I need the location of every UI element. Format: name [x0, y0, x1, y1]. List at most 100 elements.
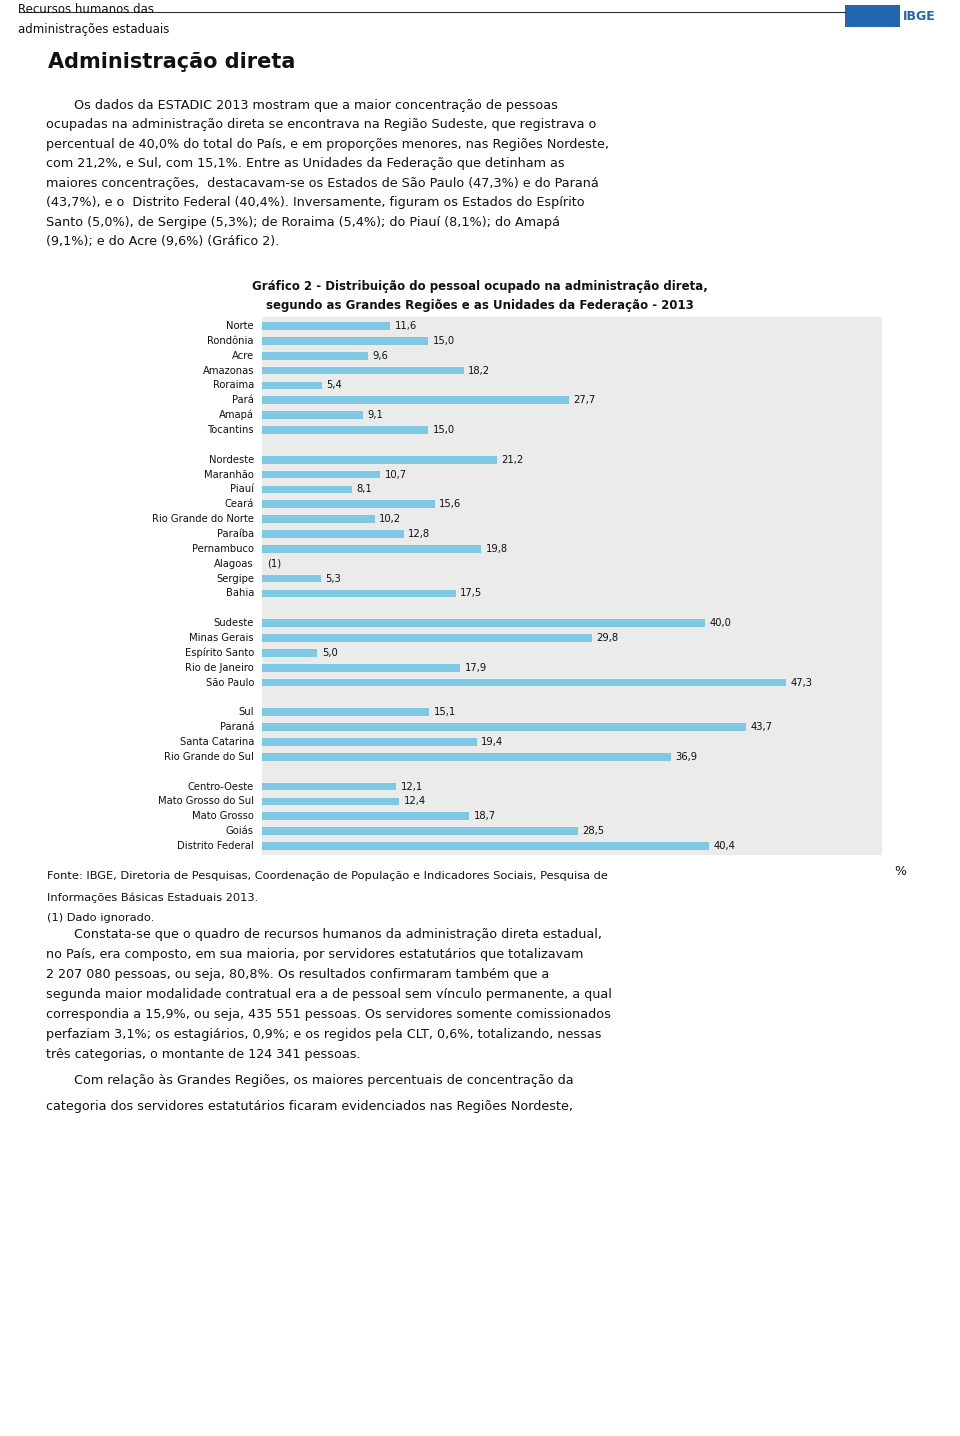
Text: 18,7: 18,7 [473, 811, 495, 821]
Text: 28,5: 28,5 [582, 826, 604, 836]
Text: Bahia: Bahia [226, 589, 254, 599]
Text: percentual de 40,0% do total do País, e em proporções menores, nas Regiões Norde: percentual de 40,0% do total do País, e … [46, 138, 609, 151]
Text: 40,0: 40,0 [709, 617, 732, 628]
Bar [262, 337, 428, 345]
Bar [262, 366, 464, 375]
Bar [262, 843, 709, 850]
Text: 9,1: 9,1 [367, 411, 383, 421]
Bar [262, 635, 592, 642]
Text: 10,7: 10,7 [385, 470, 407, 480]
Bar [262, 708, 429, 717]
Text: Fonte: IBGE, Diretoria de Pesquisas, Coordenação de População e Indicadores Soci: Fonte: IBGE, Diretoria de Pesquisas, Coo… [47, 870, 608, 880]
Text: correspondia a 15,9%, ou seja, 435 551 pessoas. Os servidores somente comissiona: correspondia a 15,9%, ou seja, 435 551 p… [46, 1008, 611, 1021]
Bar [262, 455, 496, 464]
Text: Centro-Oeste: Centro-Oeste [188, 781, 254, 791]
Text: Administração direta: Administração direta [48, 52, 296, 72]
Text: com 21,2%, e Sul, com 15,1%. Entre as Unidades da Federação que detinham as: com 21,2%, e Sul, com 15,1%. Entre as Un… [46, 158, 564, 171]
Text: 15,1: 15,1 [434, 708, 456, 718]
Bar [262, 411, 363, 419]
Text: (1): (1) [268, 559, 281, 569]
Bar [262, 396, 568, 404]
Text: Minas Gerais: Minas Gerais [189, 633, 254, 643]
Text: 5,4: 5,4 [326, 381, 342, 391]
Bar [262, 485, 351, 493]
Text: 8,1: 8,1 [356, 484, 372, 494]
Text: categoria dos servidores estatutários ficaram evidenciados nas Regiões Nordeste,: categoria dos servidores estatutários fi… [46, 1100, 573, 1113]
Bar [262, 382, 322, 389]
Text: Rio de Janeiro: Rio de Janeiro [185, 663, 254, 672]
Text: Pernambuco: Pernambuco [192, 544, 254, 554]
Bar [262, 813, 469, 820]
Text: 18,2: 18,2 [468, 366, 490, 375]
Text: Paraíba: Paraíba [217, 528, 254, 538]
Text: 2 207 080 pessoas, ou seja, 80,8%. Os resultados confirmaram também que a: 2 207 080 pessoas, ou seja, 80,8%. Os re… [46, 968, 549, 981]
Text: (43,7%), e o  Distrito Federal (40,4%). Inversamente, figuram os Estados do Espí: (43,7%), e o Distrito Federal (40,4%). I… [46, 197, 585, 210]
Text: ocupadas na administração direta se encontrava na Região Sudeste, que registrava: ocupadas na administração direta se enco… [46, 119, 596, 132]
Bar [262, 679, 785, 686]
Text: Amapá: Amapá [219, 409, 254, 421]
Bar [262, 500, 435, 508]
Text: 15,0: 15,0 [433, 336, 455, 346]
Text: perfaziam 3,1%; os estagiários, 0,9%; e os regidos pela CLT, 0,6%, totalizando, : perfaziam 3,1%; os estagiários, 0,9%; e … [46, 1028, 602, 1041]
Text: Sul: Sul [238, 708, 254, 718]
Text: 5,3: 5,3 [325, 573, 341, 583]
Bar [262, 426, 428, 434]
Bar [262, 619, 705, 628]
Bar [262, 649, 318, 656]
Text: 15,0: 15,0 [433, 425, 455, 435]
Text: Ceará: Ceará [225, 500, 254, 510]
Text: 43,7: 43,7 [751, 722, 772, 732]
Text: 12,1: 12,1 [400, 781, 422, 791]
Text: Goiás: Goiás [226, 826, 254, 836]
Bar [262, 546, 481, 553]
Text: Acre: Acre [231, 350, 254, 360]
Text: Rio Grande do Norte: Rio Grande do Norte [152, 514, 254, 524]
Text: 17,5: 17,5 [460, 589, 483, 599]
Text: 12,4: 12,4 [404, 797, 426, 807]
Text: 29,8: 29,8 [596, 633, 618, 643]
Text: Distrito Federal: Distrito Federal [178, 841, 254, 852]
Text: Mato Grosso do Sul: Mato Grosso do Sul [158, 797, 254, 807]
FancyBboxPatch shape [845, 6, 900, 27]
Text: Com relação às Grandes Regiões, os maiores percentuais de concentração da: Com relação às Grandes Regiões, os maior… [46, 1074, 574, 1087]
Text: Recursos humanos das: Recursos humanos das [18, 3, 154, 16]
Bar [262, 590, 456, 597]
Text: 17,9: 17,9 [465, 663, 487, 672]
Text: Pará: Pará [232, 395, 254, 405]
Text: Informações Básicas Estaduais 2013.: Informações Básicas Estaduais 2013. [47, 893, 258, 903]
Text: Santa Catarina: Santa Catarina [180, 737, 254, 747]
Bar [262, 797, 399, 806]
Bar [262, 471, 380, 478]
Bar [262, 827, 578, 836]
Text: 19,8: 19,8 [486, 544, 508, 554]
Text: Alagoas: Alagoas [214, 559, 254, 569]
Text: Os dados da ESTADIC 2013 mostram que a maior concentração de pessoas: Os dados da ESTADIC 2013 mostram que a m… [46, 99, 558, 112]
Text: Paraná: Paraná [220, 722, 254, 732]
Text: 19,4: 19,4 [481, 737, 503, 747]
Text: Piauí: Piauí [230, 484, 254, 494]
Text: administrações estaduais: administrações estaduais [18, 23, 169, 36]
Text: Rio Grande do Sul: Rio Grande do Sul [164, 752, 254, 763]
Bar [262, 516, 375, 523]
Bar [262, 724, 746, 731]
Text: Mato Grosso: Mato Grosso [192, 811, 254, 821]
Text: Tocantins: Tocantins [207, 425, 254, 435]
Text: Nordeste: Nordeste [208, 455, 254, 465]
Bar [262, 752, 670, 761]
Text: Constata-se que o quadro de recursos humanos da administração direta estadual,: Constata-se que o quadro de recursos hum… [46, 928, 602, 941]
Text: São Paulo: São Paulo [205, 678, 254, 688]
Text: Roraima: Roraima [213, 381, 254, 391]
Text: %: % [895, 864, 906, 877]
Text: Sudeste: Sudeste [214, 617, 254, 628]
Bar [262, 530, 404, 538]
Text: 27,7: 27,7 [573, 395, 595, 405]
Text: 21,2: 21,2 [501, 455, 523, 465]
Text: 15,6: 15,6 [439, 500, 462, 510]
Text: Amazonas: Amazonas [203, 366, 254, 375]
Text: 11,6: 11,6 [395, 320, 417, 330]
Text: maiores concentrações,  destacavam-se os Estados de São Paulo (47,3%) e do Paran: maiores concentrações, destacavam-se os … [46, 177, 599, 190]
Text: segunda maior modalidade contratual era a de pessoal sem vínculo permanente, a q: segunda maior modalidade contratual era … [46, 988, 612, 1001]
Bar [262, 322, 391, 330]
Text: 9,6: 9,6 [372, 350, 389, 360]
Text: 10,2: 10,2 [379, 514, 401, 524]
